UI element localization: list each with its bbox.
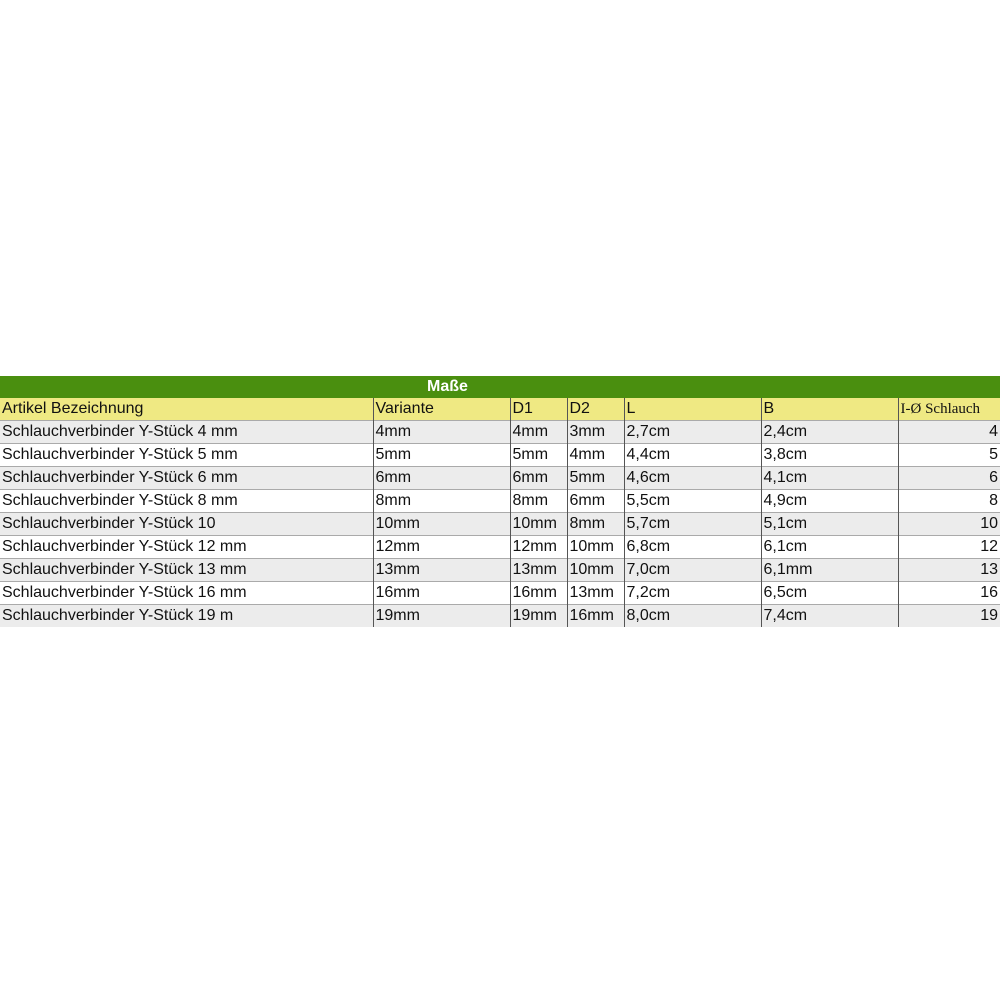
table-cell: 13 xyxy=(897,558,1000,582)
table-cell: 12 xyxy=(897,535,1000,559)
table-cell: 5,7cm xyxy=(623,512,761,536)
table-cell: 8mm xyxy=(566,512,624,536)
table-row: Schlauchverbinder Y-Stück 10 10mm 10mm 8mm 5… xyxy=(0,512,1000,536)
table-cell: 3,8cm xyxy=(760,443,898,467)
table-cell: 10mm xyxy=(372,512,510,536)
table-cell: 4,9cm xyxy=(760,489,898,513)
table-row: Schlauchverbinder Y-Stück 13 mm 13mm 13mm 1… xyxy=(0,558,1000,582)
table-cell: 16mm xyxy=(509,581,567,605)
table-cell: 13mm xyxy=(509,558,567,582)
table-cell: 6,5cm xyxy=(760,581,898,605)
table-cell: 16mm xyxy=(566,604,624,627)
table-cell: Schlauchverbinder Y-Stück 16 mm xyxy=(0,581,373,605)
table-cell: 19mm xyxy=(509,604,567,627)
column-header: I-Ø Schlauch xyxy=(897,398,1000,421)
table-row: Schlauchverbinder Y-Stück 8 mm 8mm 8mm 6mm 5… xyxy=(0,489,1000,513)
table-cell: 10mm xyxy=(566,535,624,559)
table-cell: 4mm xyxy=(372,420,510,444)
table-cell: 4mm xyxy=(566,443,624,467)
table-cell: 13mm xyxy=(372,558,510,582)
table-cell: 4 xyxy=(897,420,1000,444)
table-cell: 4,1cm xyxy=(760,466,898,490)
table-cell: 8,0cm xyxy=(623,604,761,627)
table-cell: Schlauchverbinder Y-Stück 6 mm xyxy=(0,466,373,490)
table-row: Schlauchverbinder Y-Stück 5 mm 5mm 5mm 4mm 4… xyxy=(0,443,1000,467)
table-cell: 5mm xyxy=(509,443,567,467)
table-cell: Schlauchverbinder Y-Stück 13 mm xyxy=(0,558,373,582)
table-cell: 6mm xyxy=(372,466,510,490)
table-cell: Schlauchverbinder Y-Stück 12 mm xyxy=(0,535,373,559)
column-header: Variante xyxy=(372,398,510,421)
table-cell: 6,1mm xyxy=(760,558,898,582)
table-cell: 7,2cm xyxy=(623,581,761,605)
header-row: Artikel Bezeichnung Variante D1 D2 L B I-Ø Sch… xyxy=(0,398,1000,421)
table-cell: 6mm xyxy=(509,466,567,490)
table-cell: 16mm xyxy=(372,581,510,605)
table-cell: 7,4cm xyxy=(760,604,898,627)
table-cell: 5,1cm xyxy=(760,512,898,536)
table-cell: 10mm xyxy=(566,558,624,582)
table-cell: 12mm xyxy=(372,535,510,559)
column-header: B xyxy=(760,398,898,421)
table-cell: 3mm xyxy=(566,420,624,444)
table-cell: 4,4cm xyxy=(623,443,761,467)
column-header: D1 xyxy=(509,398,567,421)
table-row: Schlauchverbinder Y-Stück 12 mm 12mm 12mm 1… xyxy=(0,535,1000,559)
table-cell: 16 xyxy=(897,581,1000,605)
table-cell: 5mm xyxy=(372,443,510,467)
column-header: D2 xyxy=(566,398,624,421)
table-row: Schlauchverbinder Y-Stück 4 mm 4mm 4mm 3mm 2… xyxy=(0,420,1000,444)
table-cell: 6,1cm xyxy=(760,535,898,559)
column-header: Artikel Bezeichnung xyxy=(0,398,373,421)
table-cell: Schlauchverbinder Y-Stück 10 xyxy=(0,512,373,536)
table-row: Schlauchverbinder Y-Stück 19 m 19mm 19mm 16… xyxy=(0,604,1000,627)
table-cell: 2,7cm xyxy=(623,420,761,444)
table-cell: 10mm xyxy=(509,512,567,536)
table-cell: 5,5cm xyxy=(623,489,761,513)
table-cell: 6 xyxy=(897,466,1000,490)
group-title: Maße xyxy=(0,376,510,398)
table-cell: 10 xyxy=(897,512,1000,536)
table-cell: 13mm xyxy=(566,581,624,605)
table-cell: 8mm xyxy=(509,489,567,513)
table-cell: 6,8cm xyxy=(623,535,761,559)
table-cell: Schlauchverbinder Y-Stück 19 m xyxy=(0,604,373,627)
table-cell: 4,6cm xyxy=(623,466,761,490)
column-header: L xyxy=(623,398,761,421)
table-row: Schlauchverbinder Y-Stück 6 mm 6mm 6mm 5mm 4… xyxy=(0,466,1000,490)
table-cell: Schlauchverbinder Y-Stück 4 mm xyxy=(0,420,373,444)
table-cell: 8mm xyxy=(372,489,510,513)
table-cell: 6mm xyxy=(566,489,624,513)
table-cell: 19 xyxy=(897,604,1000,627)
table-cell: 4mm xyxy=(509,420,567,444)
table-cell: 12mm xyxy=(509,535,567,559)
table-row: Schlauchverbinder Y-Stück 16 mm 16mm 16mm 1… xyxy=(0,581,1000,605)
table-cell: Schlauchverbinder Y-Stück 5 mm xyxy=(0,443,373,467)
group-title-row: Maße xyxy=(0,376,1000,398)
dimensions-table: Maße Artikel Bezeichnung Variante D1 D2 L B I-… xyxy=(0,376,1000,627)
table-cell: 7,0cm xyxy=(623,558,761,582)
table-cell: 8 xyxy=(897,489,1000,513)
table-cell: 5 xyxy=(897,443,1000,467)
table-cell: 19mm xyxy=(372,604,510,627)
table-cell: Schlauchverbinder Y-Stück 8 mm xyxy=(0,489,373,513)
table-cell: 2,4cm xyxy=(760,420,898,444)
table-cell: 5mm xyxy=(566,466,624,490)
